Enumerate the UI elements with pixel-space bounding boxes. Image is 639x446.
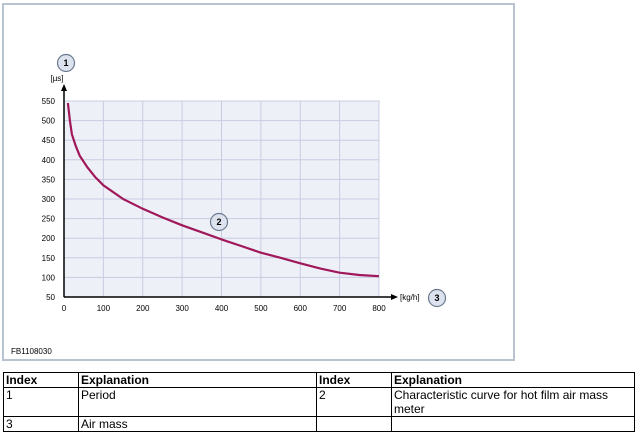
y-axis-arrow: [61, 84, 67, 91]
callout-badge-label: 2: [216, 217, 221, 227]
y-axis-label: [µs]: [50, 74, 63, 83]
callout-badge-1: [56, 53, 76, 73]
y-tick-label: 300: [42, 195, 56, 204]
chart: 0 100 200 300 400 500 600 700 800 50 100 150 200 250 3…: [42, 53, 447, 313]
header-explanation-1: Explanation: [78, 372, 317, 388]
x-axis-arrow: [391, 294, 398, 300]
callout-badge-label: 3: [434, 293, 439, 303]
y-tick-label: 400: [42, 156, 56, 165]
callout-badge-2: [209, 212, 229, 232]
x-tick-label: 700: [333, 304, 347, 313]
y-tick-label: 500: [42, 117, 56, 126]
legend-header-row: Index Explanation Index Explanation: [3, 372, 635, 388]
header-explanation-2: Explanation: [391, 372, 635, 388]
legend-table: Index Explanation Index Explanation 1 Pe…: [3, 372, 635, 432]
x-tick-label: 400: [215, 304, 229, 313]
figure-frame: 0 100 200 300 400 500 600 700 800 50 100 150 200 250 3…: [2, 3, 515, 361]
legend-row: 1 Period 2 Characteristic curve for hot …: [3, 387, 635, 417]
legend-explanation-cell: Air mass: [78, 416, 317, 432]
callout-badge-3: [427, 288, 447, 308]
y-tick-label: 450: [42, 136, 56, 145]
legend-explanation-cell: Characteristic curve for hot film air ma…: [391, 387, 635, 417]
y-tick-label: 350: [42, 175, 56, 184]
callout-badge-label: 1: [63, 58, 68, 68]
header-index-1: Index: [3, 372, 79, 388]
x-tick-label: 0: [62, 304, 67, 313]
legend-index-cell: 2: [316, 387, 392, 417]
legend-index-cell: 3: [3, 416, 79, 432]
legend-explanation-cell: [391, 416, 635, 432]
legend-index-cell: 1: [3, 387, 79, 417]
x-tick-label: 100: [97, 304, 111, 313]
x-tick-label: 800: [372, 304, 386, 313]
legend-index-cell: [316, 416, 392, 432]
series-line: [66, 102, 380, 278]
y-tick-label: 250: [42, 215, 56, 224]
y-tick-label: 100: [42, 273, 56, 282]
figure-id-label: FB1108030: [11, 347, 52, 356]
x-tick-label: 600: [294, 304, 308, 313]
x-axis-label: [kg/h]: [400, 293, 420, 302]
x-tick-label: 300: [175, 304, 189, 313]
header-index-2: Index: [316, 372, 392, 388]
y-tick-label: 50: [46, 293, 55, 302]
y-tick-label: 150: [42, 254, 56, 263]
x-tick-label: 500: [254, 304, 268, 313]
legend-row: 3 Air mass: [3, 416, 635, 432]
y-tick-label: 200: [42, 234, 56, 243]
x-tick-label: 200: [136, 304, 150, 313]
y-tick-label: 550: [42, 97, 56, 106]
legend-explanation-cell: Period: [78, 387, 317, 417]
